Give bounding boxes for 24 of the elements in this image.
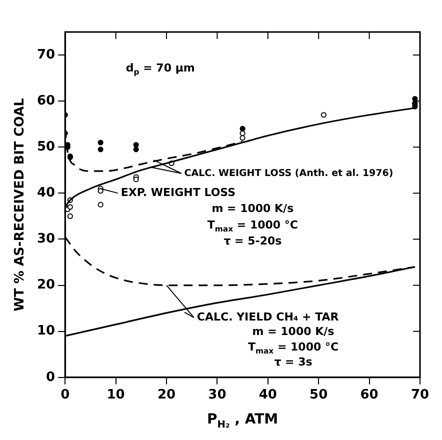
y-axis-title: WT % AS-RECEIVED BIT COAL: [12, 98, 28, 312]
annotation: EXP. WEIGHT LOSS: [120, 186, 236, 200]
x-tick-label: 30: [208, 388, 226, 403]
annotation: τ = 3s: [274, 356, 313, 369]
annotation: τ = 5-20s: [224, 234, 282, 248]
x-tick-label: 10: [106, 388, 125, 403]
annotation: CALC. WEIGHT LOSS (Anth. et al. 1976): [184, 168, 394, 179]
y-tick-label: 40: [36, 186, 56, 201]
y-tick-label: 0: [46, 370, 56, 385]
y-tick-label: 10: [36, 324, 56, 339]
x-tick-label: 60: [360, 388, 378, 403]
y-tick-label: 50: [36, 140, 56, 155]
x-tick-label: 50: [310, 388, 328, 403]
annotation: CALC. YIELD CH₄ + TAR: [196, 310, 340, 324]
x-tick-label: 70: [410, 388, 430, 403]
x-tick-label: 0: [60, 388, 70, 403]
annotation: m = 1000 K/s: [252, 325, 335, 338]
y-tick-label: 60: [36, 93, 56, 108]
annotation: m = 1000 K/s: [212, 202, 294, 216]
x-tick-label: 40: [258, 388, 277, 403]
y-tick-label: 70: [36, 47, 56, 62]
y-tick-label: 30: [36, 232, 56, 247]
y-tick-label: 20: [36, 278, 56, 293]
x-tick-label: 20: [157, 388, 176, 403]
